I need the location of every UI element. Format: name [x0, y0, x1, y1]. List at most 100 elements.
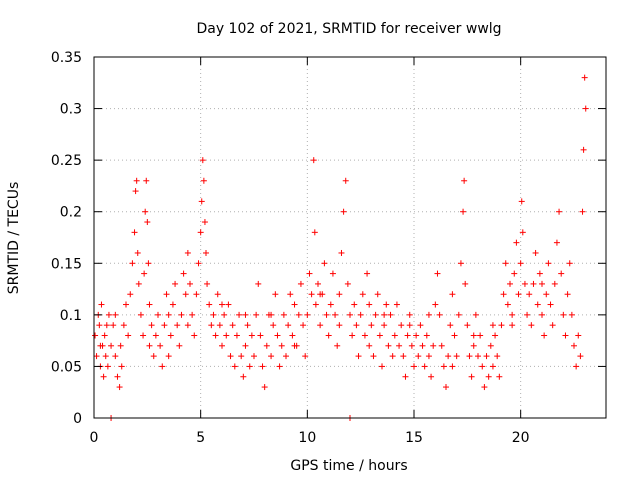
data-point [336, 291, 343, 298]
data-point [165, 311, 172, 318]
data-point [470, 332, 477, 339]
data-point [127, 291, 134, 298]
data-point [204, 280, 211, 287]
data-point [117, 342, 124, 349]
data-point [165, 353, 172, 360]
data-point [468, 373, 475, 380]
data-point [396, 342, 403, 349]
data-point [311, 229, 318, 236]
data-point [494, 353, 501, 360]
data-point [383, 301, 390, 308]
data-point [549, 322, 556, 329]
data-point [157, 342, 164, 349]
data-point [140, 332, 147, 339]
data-point [118, 363, 125, 370]
data-point [110, 322, 117, 329]
data-point [524, 311, 531, 318]
data-point [496, 373, 503, 380]
y-tick-label: 0.05 [51, 359, 82, 375]
data-point [502, 260, 509, 267]
data-point [225, 301, 232, 308]
data-point [438, 342, 445, 349]
data-point [276, 363, 283, 370]
data-point [102, 353, 109, 360]
data-point [142, 208, 149, 215]
data-point [315, 280, 321, 287]
data-point [219, 342, 225, 349]
data-point [137, 311, 144, 318]
data-point [283, 353, 289, 360]
data-point [472, 311, 479, 318]
data-point [342, 177, 349, 184]
data-point [231, 363, 238, 370]
data-point [216, 322, 223, 329]
data-point [145, 260, 152, 267]
data-point [295, 311, 302, 318]
data-point [161, 322, 168, 329]
data-point [289, 332, 296, 339]
data-point [163, 291, 170, 298]
data-point [308, 291, 315, 298]
y-tick-label: 0.3 [60, 102, 82, 118]
data-point [470, 342, 477, 349]
data-point [184, 249, 191, 256]
data-point [112, 311, 119, 318]
data-point [492, 332, 499, 339]
data-point [347, 311, 353, 318]
data-point [387, 311, 394, 318]
data-point [280, 311, 287, 318]
data-point [434, 270, 441, 277]
data-point [547, 301, 554, 308]
data-point [417, 322, 424, 329]
y-tick-label: 0.2 [60, 205, 82, 221]
data-point [116, 384, 123, 391]
data-point [210, 311, 217, 318]
data-point [528, 322, 535, 329]
data-point [291, 301, 298, 308]
data-point [259, 363, 266, 370]
data-point [556, 208, 563, 215]
data-point [507, 280, 513, 287]
data-point [368, 322, 375, 329]
data-point [144, 219, 151, 226]
data-point [246, 363, 253, 370]
data-point [359, 291, 366, 298]
data-point [257, 332, 264, 339]
data-point [310, 157, 317, 164]
y-tick-label: 0.25 [51, 153, 82, 169]
data-point [92, 332, 99, 339]
data-point [500, 291, 507, 298]
data-point [579, 208, 586, 215]
data-point [449, 363, 456, 370]
data-point [329, 270, 336, 277]
data-point [132, 188, 139, 195]
data-point [430, 342, 437, 349]
data-point [577, 353, 584, 360]
data-point [381, 311, 388, 318]
data-point [208, 322, 215, 329]
data-point [526, 291, 533, 298]
data-point [419, 342, 426, 349]
data-point [571, 342, 577, 349]
data-point [236, 311, 243, 318]
data-point [261, 384, 268, 391]
y-tick-label: 0.1 [60, 308, 82, 324]
data-point [355, 353, 362, 360]
data-point [101, 332, 108, 339]
data-point [104, 363, 111, 370]
data-point [255, 280, 262, 287]
data-point [148, 322, 155, 329]
data-point [240, 373, 247, 380]
data-point [253, 311, 260, 318]
data-point [389, 353, 396, 360]
data-point [553, 239, 560, 246]
data-point [93, 353, 100, 360]
data-point [391, 332, 398, 339]
data-point [511, 270, 518, 277]
data-point [103, 322, 110, 329]
axis-ticks: 0 0.05 0.1 0.15 0.2 0.25 0.3 0.35 0 5 10 15 20 [51, 50, 606, 446]
data-point [518, 198, 525, 205]
data-point [238, 353, 245, 360]
data-point [251, 353, 257, 360]
data-point [413, 332, 420, 339]
